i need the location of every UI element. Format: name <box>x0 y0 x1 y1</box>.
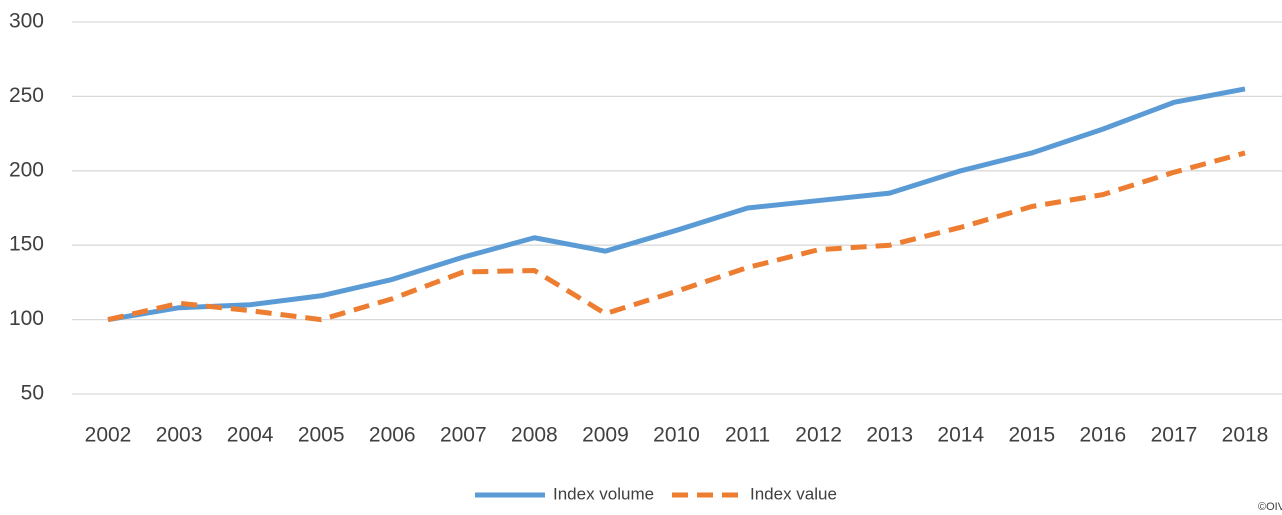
x-tick-label: 2011 <box>725 424 770 447</box>
series-line <box>107 86 1246 323</box>
x-tick-label: 2017 <box>1151 424 1198 447</box>
y-tick-label: 150 <box>9 233 44 256</box>
y-tick-label: 50 <box>21 382 44 405</box>
y-tick-label: 200 <box>9 158 44 181</box>
x-tick-label: 2005 <box>298 424 345 447</box>
x-tick-label: 2003 <box>156 424 203 447</box>
y-tick-label: 100 <box>9 307 44 330</box>
series-line <box>107 150 1246 323</box>
x-tick-label: 2007 <box>440 424 487 447</box>
x-tick-label: 2018 <box>1222 424 1269 447</box>
x-tick-label: 2016 <box>1080 424 1127 447</box>
x-tick-label: 2010 <box>653 424 700 447</box>
x-tick-label: 2004 <box>227 424 274 447</box>
x-tick-label: 2015 <box>1008 424 1055 447</box>
x-tick-label: 2012 <box>795 424 842 447</box>
x-tick-label: 2006 <box>369 424 416 447</box>
legend-label: Index value <box>750 484 837 503</box>
y-tick-label: 250 <box>9 84 44 107</box>
legend-label: Index volume <box>553 484 654 503</box>
source: ©OIV <box>1258 501 1282 513</box>
x-tick-label: 2008 <box>511 424 558 447</box>
x-tick-label: 2009 <box>582 424 629 447</box>
x-tick-label: 2014 <box>937 424 984 447</box>
y-tick-label: 300 <box>9 10 44 33</box>
x-tick-label: 2013 <box>866 424 913 447</box>
x-tick-label: 2002 <box>85 424 132 447</box>
